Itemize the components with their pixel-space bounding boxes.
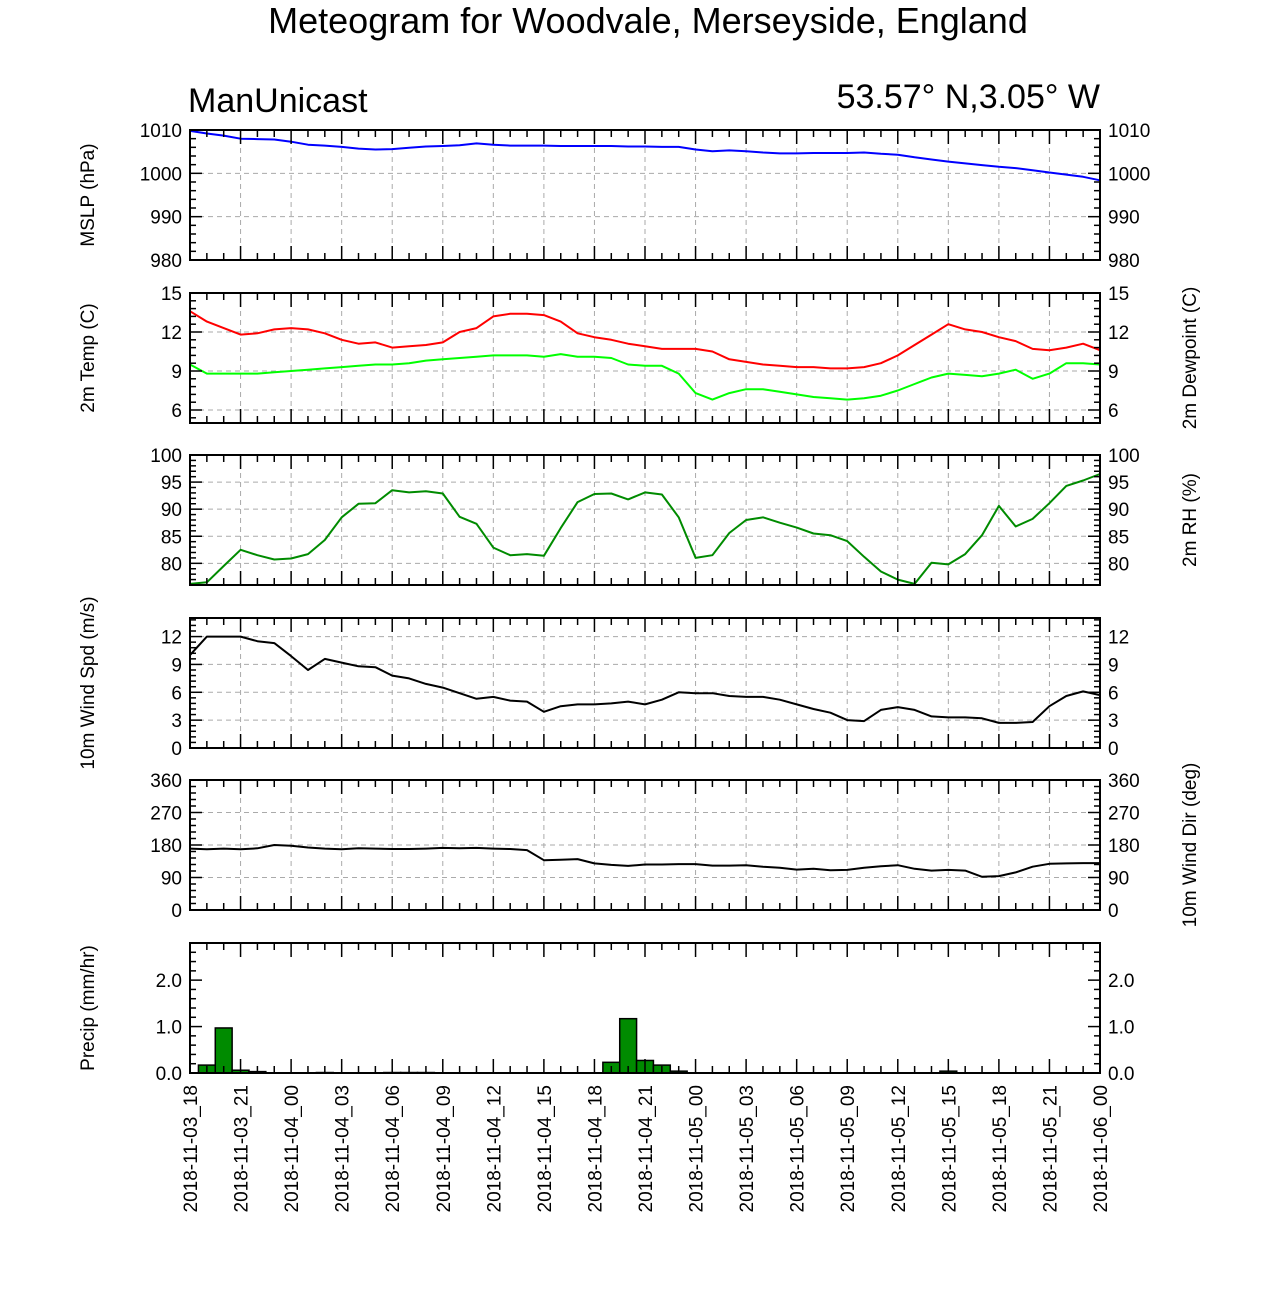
y-tick-label-left: 3	[171, 711, 182, 732]
y-tick-label-right: 12	[1108, 628, 1129, 649]
x-tick-label: 2018-11-05_06	[788, 1085, 809, 1212]
x-tick-label: 2018-11-04_12	[484, 1085, 505, 1212]
y-tick-label-left: 6	[171, 683, 182, 704]
panel-temp: 6 6 9 9 12 12 15 15 2m Temp (C) 2m Dewpoint (C)	[78, 284, 1201, 429]
temp-series-line-1	[189, 353, 1101, 401]
x-tick-label: 2018-11-05_12	[889, 1085, 910, 1212]
figure-title: Meteogram for Woodvale, Merseyside, Engl…	[268, 0, 1028, 41]
y-tick-label-right: 2.0	[1108, 971, 1134, 992]
y-tick-label-right: 6	[1108, 401, 1119, 422]
x-tick-label: 2018-11-05_00	[687, 1085, 708, 1212]
y-tick-label-right: 270	[1108, 804, 1140, 825]
y-tick-label-left: 0	[171, 901, 182, 922]
y-axis-label-right: 2m RH (%)	[1180, 473, 1201, 567]
y-tick-label-right: 12	[1108, 323, 1129, 344]
x-tick-label: 2018-11-04_18	[585, 1085, 606, 1212]
y-tick-label-right: 3	[1108, 711, 1119, 732]
y-tick-label-right: 0	[1108, 739, 1119, 760]
x-tick-label: 2018-11-04_06	[383, 1085, 404, 1212]
y-tick-label-right: 85	[1108, 527, 1129, 548]
x-tick-label: 2018-11-05_21	[1040, 1085, 1061, 1212]
x-axis: 2018-11-03_18 2018-11-03_21 2018-11-04_00 2…	[181, 1085, 1112, 1212]
y-tick-label-left: 0.0	[156, 1064, 182, 1085]
y-tick-label-right: 90	[1108, 869, 1129, 890]
y-tick-label-right: 9	[1108, 362, 1119, 383]
y-tick-label-left: 90	[161, 869, 182, 890]
y-axis-label-left: 2m Temp (C)	[78, 303, 99, 412]
y-tick-label-left: 1000	[140, 164, 182, 185]
y-tick-label-right: 1000	[1108, 164, 1150, 185]
y-tick-label-left: 95	[161, 473, 182, 494]
wind_dir-series-line-0	[189, 844, 1100, 878]
y-tick-label-left: 1010	[140, 121, 182, 142]
y-tick-label-right: 15	[1108, 284, 1129, 305]
mslp-series-line-0	[189, 129, 1101, 182]
y-tick-label-left: 85	[161, 527, 182, 548]
y-tick-label-right: 1010	[1108, 121, 1150, 142]
x-tick-label: 2018-11-04_03	[333, 1085, 354, 1212]
y-tick-label-right: 90	[1108, 500, 1129, 521]
x-tick-label: 2018-11-03_18	[181, 1085, 202, 1212]
y-tick-label-left: 6	[171, 401, 182, 422]
y-tick-label-right: 980	[1108, 251, 1140, 272]
coordinates-label: 53.57° N,3.05° W	[837, 78, 1100, 116]
panel-mslp: 980 980 990 990 1000 1000 1010 1010 MSLP (hPa)	[78, 121, 1150, 272]
y-tick-label-right: 100	[1108, 446, 1140, 467]
y-tick-label-left: 80	[161, 554, 182, 575]
x-tick-label: 2018-11-05_15	[939, 1085, 960, 1212]
y-tick-label-right: 1.0	[1108, 1018, 1134, 1039]
x-tick-label: 2018-11-03_21	[232, 1085, 253, 1212]
x-tick-label: 2018-11-05_03	[737, 1085, 758, 1212]
x-tick-label: 2018-11-06_00	[1091, 1085, 1112, 1212]
x-tick-label: 2018-11-04_00	[282, 1085, 303, 1212]
y-tick-label-right: 95	[1108, 473, 1129, 494]
x-tick-label: 2018-11-04_09	[434, 1085, 455, 1212]
y-tick-label-right: 990	[1108, 208, 1140, 229]
x-tick-label: 2018-11-04_15	[535, 1085, 556, 1212]
y-tick-label-left: 1.0	[156, 1018, 182, 1039]
panel-frame	[189, 942, 1101, 1074]
y-axis-label-right: 10m Wind Dir (deg)	[1180, 763, 1201, 928]
y-tick-label-left: 12	[161, 323, 182, 344]
y-tick-label-left: 980	[150, 251, 182, 272]
y-tick-label-left: 0	[171, 739, 182, 760]
wind_speed-series-line-0	[189, 635, 1101, 724]
y-tick-label-left: 9	[171, 362, 182, 383]
y-tick-label-left: 100	[150, 446, 182, 467]
y-axis-label-left: MSLP (hPa)	[78, 143, 99, 246]
y-tick-label-right: 0	[1108, 901, 1119, 922]
y-tick-label-left: 360	[150, 771, 182, 792]
y-tick-label-left: 990	[150, 208, 182, 229]
y-tick-label-right: 9	[1108, 655, 1119, 676]
panel-wind_speed: 0 0 3 3 6 6 9 9 12 12 10m Wind Spd (m/s)	[78, 596, 1129, 769]
x-tick-label: 2018-11-05_09	[838, 1085, 859, 1212]
x-tick-label: 2018-11-04_21	[636, 1085, 657, 1212]
y-tick-label-right: 180	[1108, 836, 1140, 857]
temp-series-line-0	[189, 310, 1101, 370]
panel-wind_dir: 0 0 90 90 180 180 270 270 360 360 10m Wind Dir (de…	[150, 763, 1201, 928]
y-tick-label-left: 15	[161, 284, 182, 305]
y-tick-label-left: 180	[150, 836, 182, 857]
y-tick-label-left: 9	[171, 655, 182, 676]
y-tick-label-left: 2.0	[156, 971, 182, 992]
y-axis-label-left: 10m Wind Spd (m/s)	[78, 596, 99, 769]
y-axis-label-right: 2m Dewpoint (C)	[1180, 287, 1201, 430]
y-tick-label-right: 0.0	[1108, 1064, 1134, 1085]
y-axis-label-left: Precip (mm/hr)	[78, 945, 99, 1071]
y-tick-label-right: 80	[1108, 554, 1129, 575]
panel-precip: 0.0 0.0 1.0 1.0 2.0 2.0 Precip (mm/hr)	[78, 942, 1134, 1085]
y-tick-label-left: 12	[161, 628, 182, 649]
model-name-label: ManUnicast	[188, 82, 368, 120]
y-tick-label-left: 90	[161, 500, 182, 521]
x-tick-label: 2018-11-05_18	[990, 1085, 1011, 1212]
precip-bar	[618, 1017, 638, 1074]
y-tick-label-right: 6	[1108, 683, 1119, 704]
y-tick-label-left: 270	[150, 804, 182, 825]
panel-rh: 80 80 85 85 90 90 95 95 100 100 2m RH (%)	[150, 446, 1201, 586]
y-tick-label-right: 360	[1108, 771, 1140, 792]
rh-series-line-0	[189, 473, 1101, 585]
